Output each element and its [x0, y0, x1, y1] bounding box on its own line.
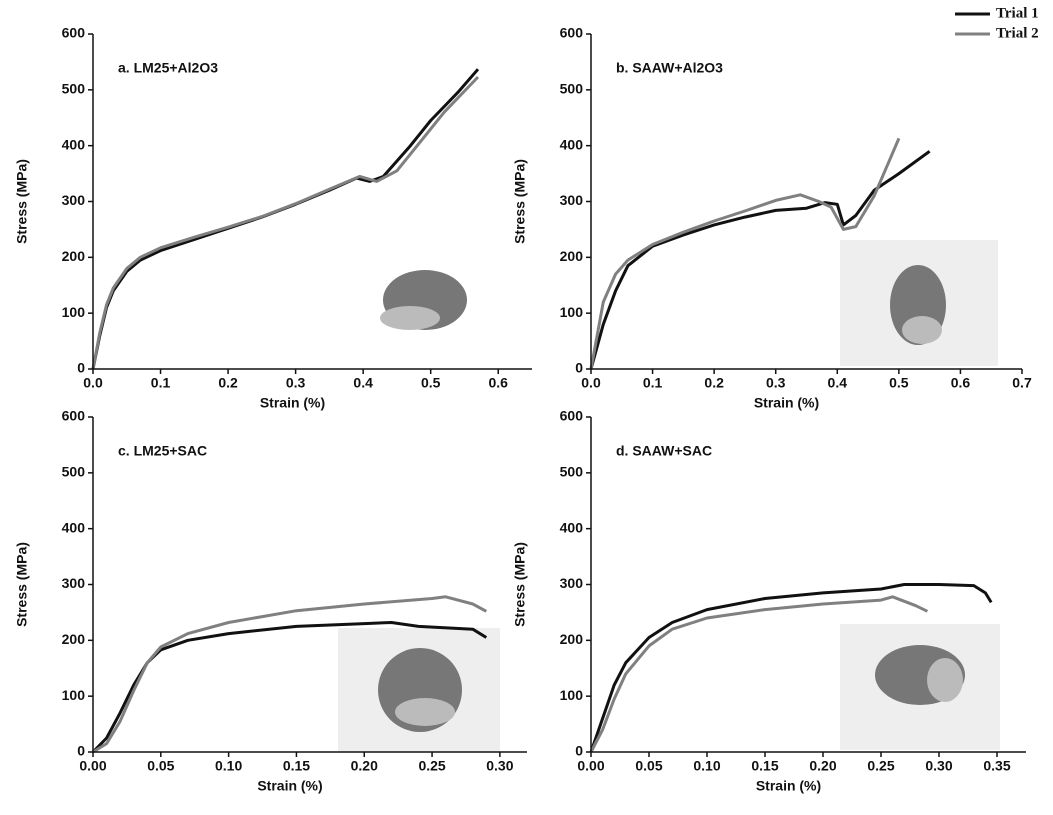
photo-b-face	[902, 316, 942, 344]
x-tick-label: 0.25	[418, 758, 445, 774]
x-tick-label: 0.30	[925, 758, 952, 774]
y-tick-label: 500	[560, 81, 584, 97]
x-tick-label: 0.2	[218, 375, 238, 391]
x-tick-label: 0.15	[751, 758, 778, 774]
panel-title: b. SAAW+Al2O3	[616, 60, 723, 76]
y-tick-label: 500	[560, 464, 584, 480]
y-axis-label: Stress (MPa)	[14, 542, 30, 627]
x-tick-label: 0.2	[704, 375, 724, 391]
x-axis-label: Strain (%)	[754, 395, 819, 411]
y-tick-label: 0	[77, 360, 85, 376]
x-tick-label: 0.10	[215, 758, 242, 774]
x-tick-label: 0.00	[577, 758, 604, 774]
photo-c-face	[395, 698, 455, 726]
x-tick-label: 0.30	[486, 758, 513, 774]
y-tick-label: 300	[62, 575, 86, 591]
y-tick-label: 500	[62, 464, 86, 480]
y-tick-label: 0	[575, 360, 583, 376]
y-tick-label: 400	[62, 136, 86, 152]
y-tick-label: 100	[560, 687, 584, 703]
x-tick-label: 0.3	[766, 375, 786, 391]
x-tick-label: 0.5	[421, 375, 441, 391]
x-tick-label: 0.0	[83, 375, 103, 391]
x-tick-label: 0.05	[635, 758, 662, 774]
x-tick-label: 0.7	[1012, 375, 1032, 391]
specimen-photos	[338, 240, 1000, 752]
y-tick-label: 600	[62, 25, 86, 41]
x-tick-label: 0.5	[889, 375, 909, 391]
y-tick-label: 300	[560, 575, 584, 591]
x-axis-label: Strain (%)	[756, 778, 821, 794]
x-tick-label: 0.4	[353, 375, 373, 391]
x-tick-label: 0.20	[809, 758, 836, 774]
panel-title: a. LM25+Al2O3	[118, 60, 218, 76]
data-line	[589, 595, 929, 753]
y-tick-label: 100	[560, 304, 584, 320]
y-tick-label: 600	[560, 408, 584, 424]
x-tick-label: 0.20	[351, 758, 378, 774]
x-tick-label: 0.1	[643, 375, 663, 391]
y-tick-label: 0	[77, 743, 85, 759]
y-tick-label: 400	[560, 519, 584, 535]
y-tick-label: 300	[560, 192, 584, 208]
photo-d-face	[927, 658, 963, 702]
legend-label: Trial 2	[996, 25, 1039, 41]
x-tick-label: 0.6	[488, 375, 508, 391]
x-tick-label: 0.6	[951, 375, 971, 391]
y-tick-label: 200	[560, 248, 584, 264]
y-tick-label: 200	[560, 631, 584, 647]
y-tick-label: 100	[62, 304, 86, 320]
y-tick-label: 0	[575, 743, 583, 759]
x-tick-label: 0.10	[693, 758, 720, 774]
x-tick-label: 0.0	[581, 375, 601, 391]
y-tick-label: 400	[62, 519, 86, 535]
x-tick-label: 0.1	[151, 375, 171, 391]
x-tick-label: 0.35	[983, 758, 1010, 774]
photo-a-face	[380, 306, 440, 330]
y-tick-label: 600	[560, 25, 584, 41]
x-tick-label: 0.05	[147, 758, 174, 774]
y-tick-label: 300	[62, 192, 86, 208]
y-axis-label: Stress (MPa)	[14, 159, 30, 244]
y-tick-label: 500	[62, 81, 86, 97]
x-tick-label: 0.3	[286, 375, 306, 391]
data-line	[589, 150, 931, 370]
data-line	[91, 621, 488, 754]
y-axis-label: Stress (MPa)	[512, 159, 528, 244]
x-axis-label: Strain (%)	[257, 778, 322, 794]
panel-title: d. SAAW+SAC	[616, 443, 712, 459]
data-line	[589, 137, 901, 370]
data-line	[92, 595, 488, 754]
y-tick-label: 100	[62, 687, 86, 703]
x-axis-label: Strain (%)	[260, 395, 325, 411]
y-tick-label: 200	[62, 248, 86, 264]
data-line	[589, 583, 993, 753]
y-axis-label: Stress (MPa)	[512, 542, 528, 627]
x-tick-label: 0.25	[867, 758, 894, 774]
x-tick-label: 0.00	[79, 758, 106, 774]
x-tick-label: 0.4	[828, 375, 848, 391]
legend-label: Trial 1	[996, 5, 1039, 21]
data-line	[91, 75, 480, 370]
y-tick-label: 600	[62, 408, 86, 424]
x-tick-label: 0.15	[283, 758, 310, 774]
y-tick-label: 200	[62, 631, 86, 647]
panel-title: c. LM25+SAC	[118, 443, 207, 459]
y-tick-label: 400	[560, 136, 584, 152]
